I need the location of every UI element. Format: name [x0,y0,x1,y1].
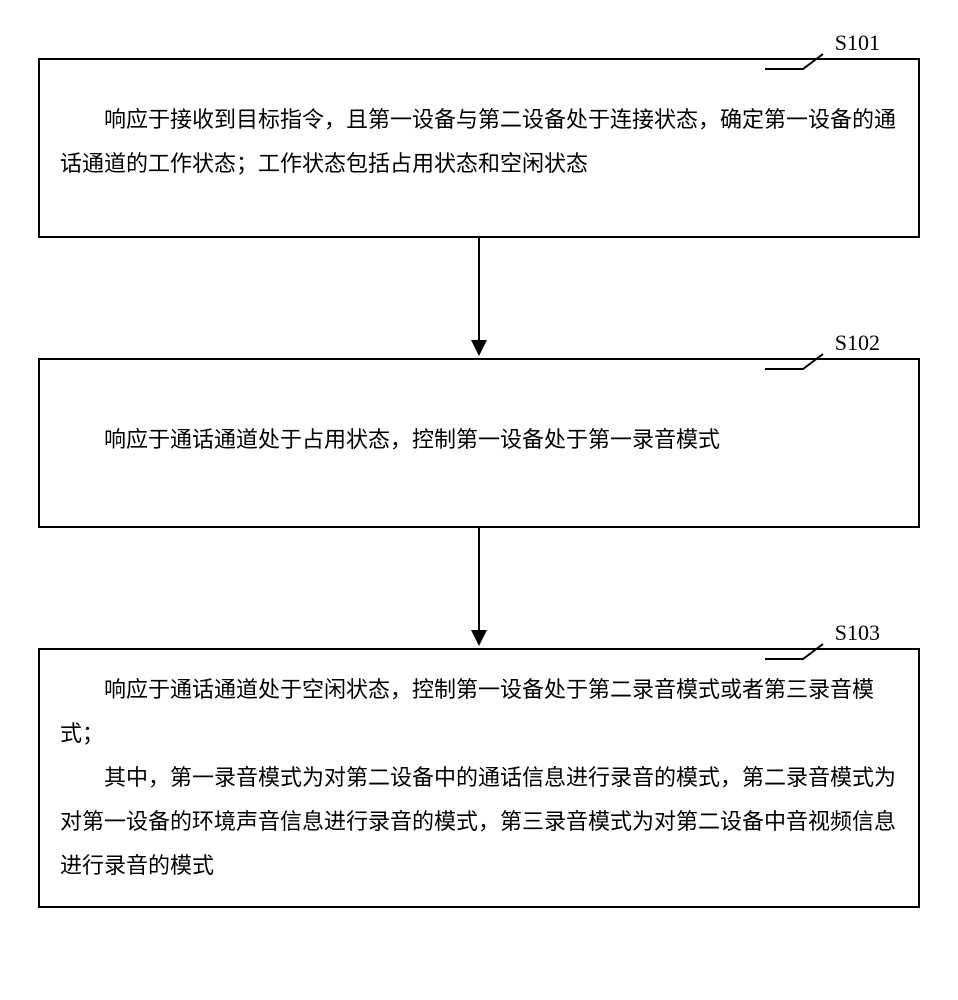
step-text-s102-line1: 响应于通话通道处于占用状态，控制第一设备处于第一录音模式 [60,418,898,462]
step-text-s103-line2: 其中，第一录音模式为对第二设备中的通话信息进行录音的模式，第二录音模式为对第一设… [60,756,898,888]
step-text-s103-line1: 响应于通话通道处于空闲状态，控制第一设备处于第二录音模式或者第三录音模式； [60,668,898,756]
label-connector-s101 [765,52,825,70]
step-text-s101-line1: 响应于接收到目标指令，且第一设备与第二设备处于连接状态，确定第一设备的通话通道的… [60,98,898,186]
step-s101: S101 响应于接收到目标指令，且第一设备与第二设备处于连接状态，确定第一设备的… [38,58,920,238]
arrow-s102-s103 [38,528,920,648]
step-s102: S102 响应于通话通道处于占用状态，控制第一设备处于第一录音模式 [38,358,920,528]
step-box-s103: 响应于通话通道处于空闲状态，控制第一设备处于第二录音模式或者第三录音模式； 其中… [38,648,920,908]
arrow-s101-s102 [38,238,920,358]
step-s103: S103 响应于通话通道处于空闲状态，控制第一设备处于第二录音模式或者第三录音模… [38,648,920,908]
flowchart-container: S101 响应于接收到目标指令，且第一设备与第二设备处于连接状态，确定第一设备的… [38,30,920,908]
step-box-s102: 响应于通话通道处于占用状态，控制第一设备处于第一录音模式 [38,358,920,528]
label-connector-s103 [765,642,825,660]
step-label-s102: S102 [835,330,880,356]
step-label-s103: S103 [835,620,880,646]
label-connector-s102 [765,352,825,370]
step-box-s101: 响应于接收到目标指令，且第一设备与第二设备处于连接状态，确定第一设备的通话通道的… [38,58,920,238]
step-label-s101: S101 [835,30,880,56]
